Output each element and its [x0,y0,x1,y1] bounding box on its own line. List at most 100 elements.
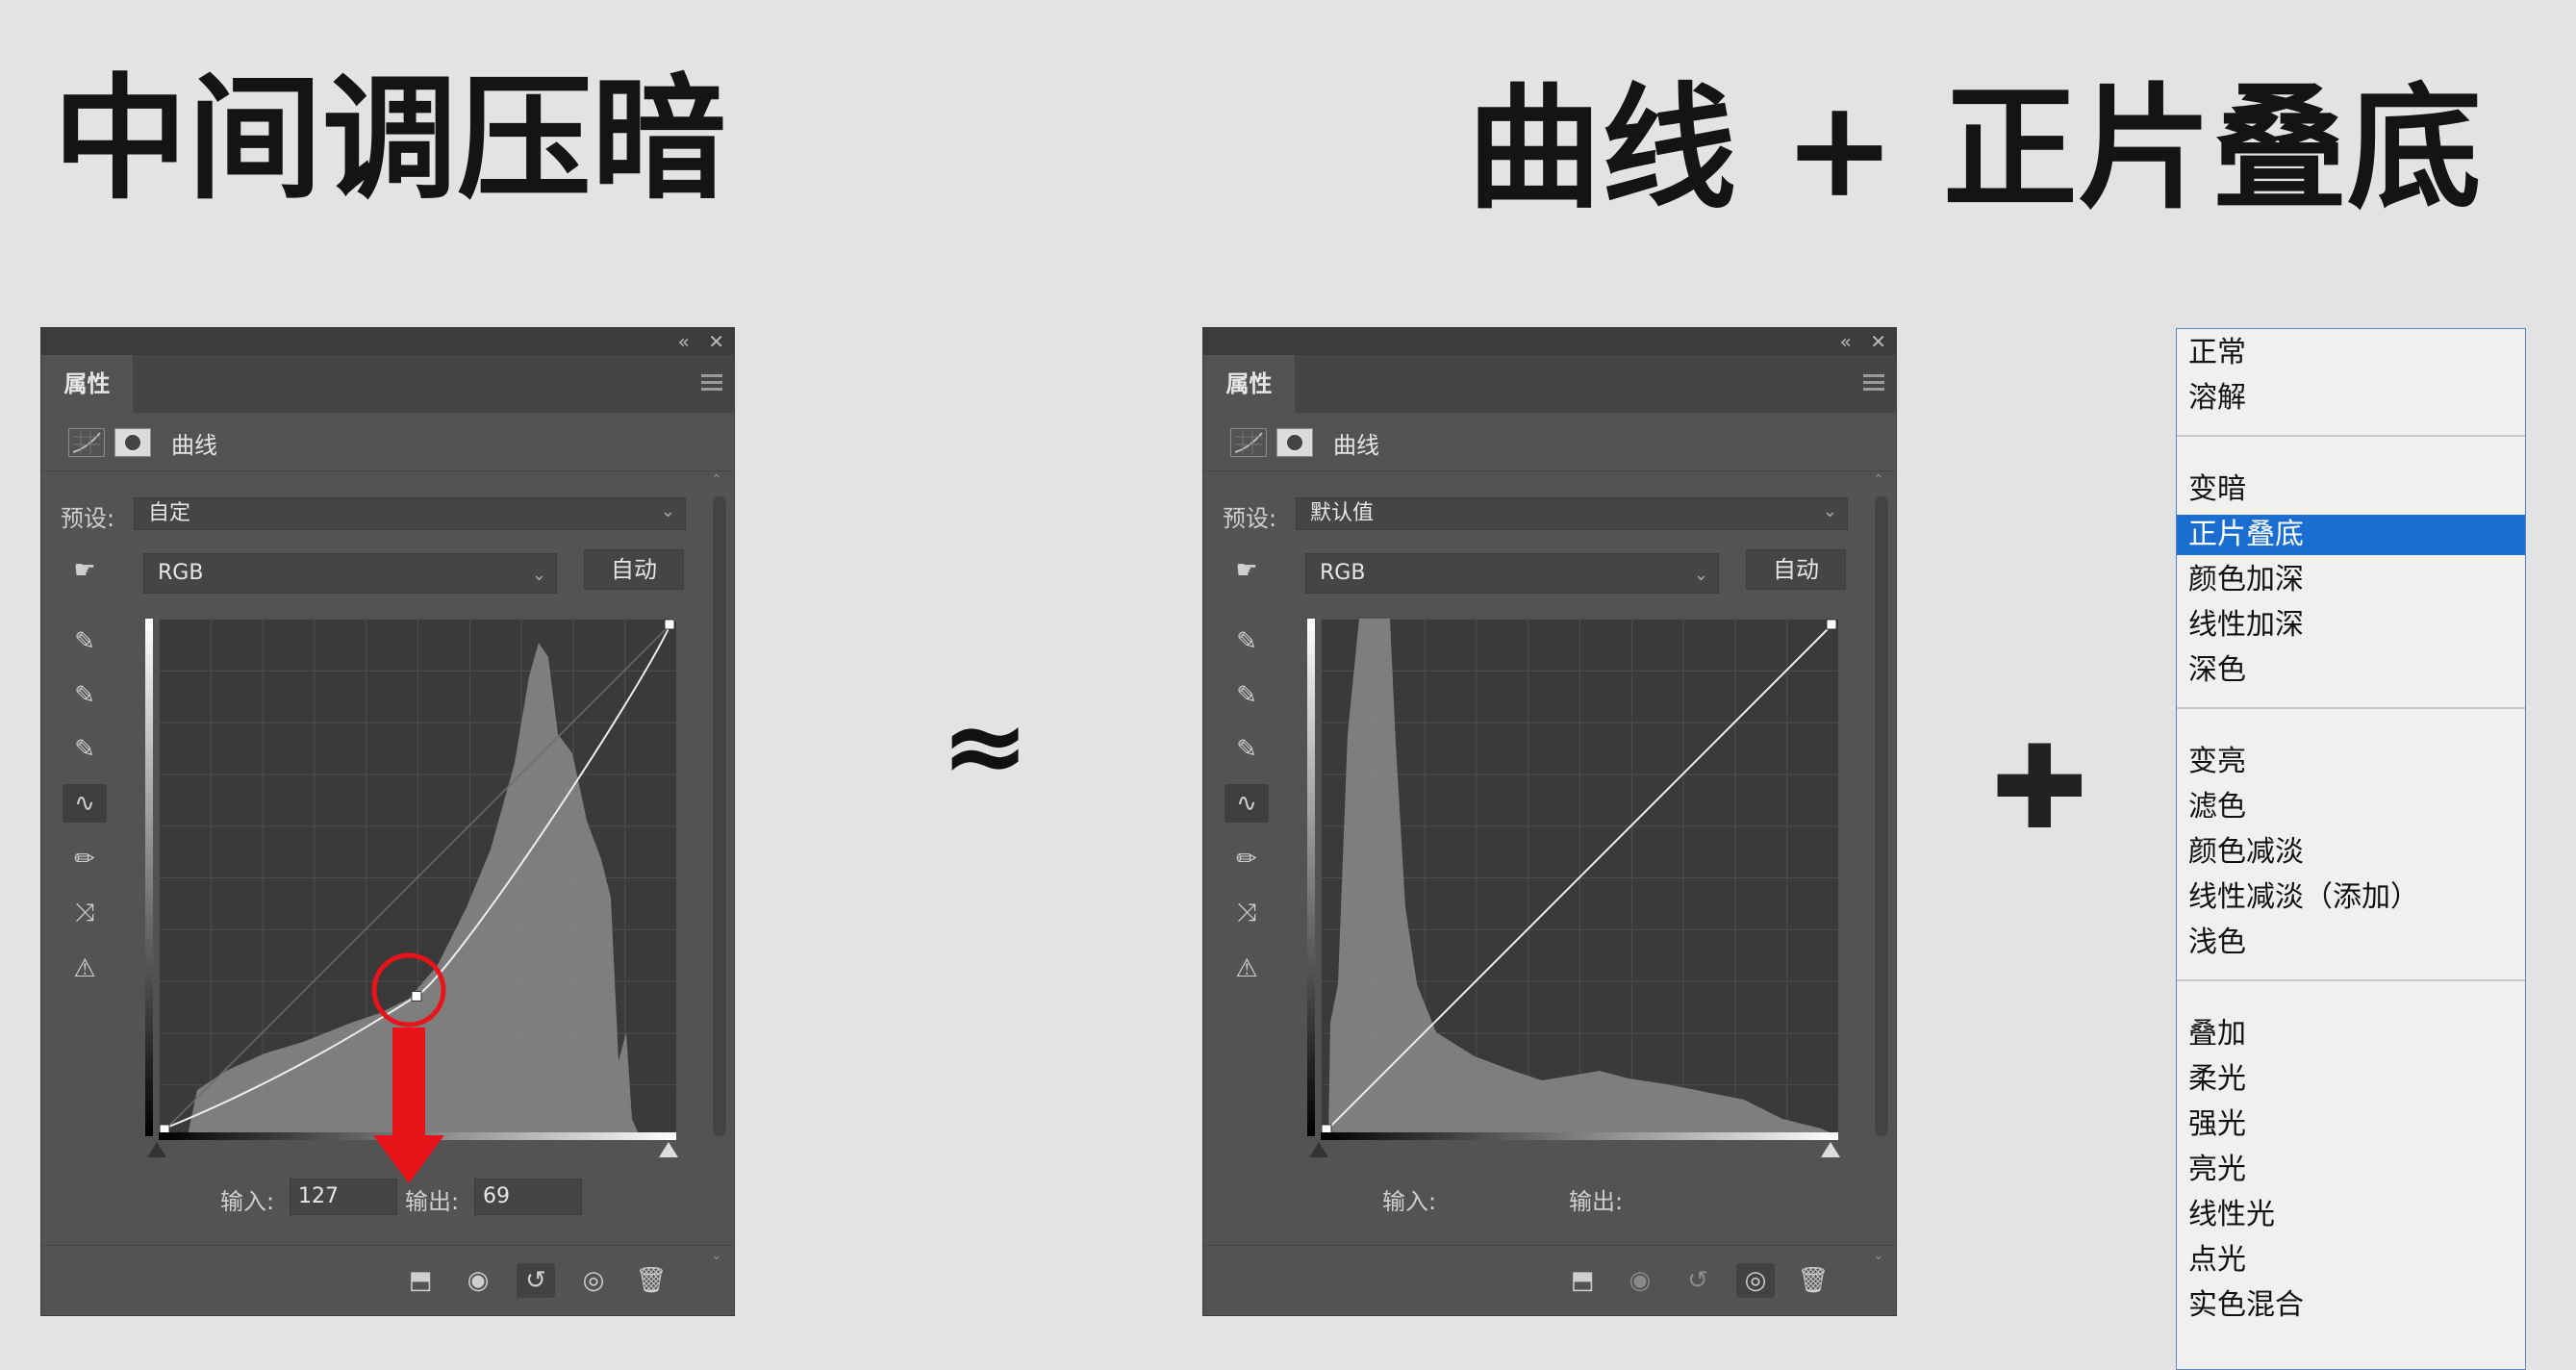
view-previous-icon[interactable]: ◉ [467,1266,490,1295]
delete-icon[interactable]: 🗑 [1797,1266,1830,1295]
scroll-down-icon[interactable]: ⌄ [1873,1248,1884,1263]
blend-mode-item[interactable]: 变亮 [2188,745,2246,778]
panel-menu-icon[interactable] [701,374,722,392]
scroll-track[interactable] [1875,496,1888,1136]
curves-graph[interactable] [1321,619,1838,1136]
curve-points-icon[interactable]: ∿ [63,784,107,823]
scroll-up-icon[interactable]: ⌃ [711,472,722,488]
view-previous-icon[interactable]: ◉ [1629,1266,1652,1295]
close-icon[interactable]: ✕ [708,330,724,353]
blend-mode-item[interactable]: 正片叠底 [2177,515,2525,555]
eyedropper-black-icon[interactable]: ✎ [74,627,95,656]
smooth-icon[interactable]: ⤨ [1236,899,1257,927]
blend-mode-list[interactable]: 正常溶解变暗正片叠底颜色加深线性加深深色变亮滤色颜色减淡线性减淡（添加） 浅色叠加… [2176,328,2526,1370]
eyedropper-gray-icon[interactable]: ✎ [74,681,95,710]
scroll-up-icon[interactable]: ⌃ [1873,472,1884,488]
curve-point-highlight [371,952,446,1028]
eyedropper-white-icon[interactable]: ✎ [74,735,95,764]
curve-endpoint-white [664,619,675,630]
blend-mode-item[interactable]: 线性光 [2188,1198,2275,1231]
blend-mode-item[interactable]: 实色混合 [2188,1288,2304,1322]
channel-dropdown[interactable]: RGB ⌄ [1305,553,1719,594]
blend-mode-item[interactable]: 溶解 [2188,381,2246,415]
panel-scrollbar[interactable]: ⌃ ⌄ [709,472,730,1271]
input-gradient-bar [1321,1132,1838,1140]
clip-to-layer-icon[interactable]: ⬒ [1570,1266,1595,1295]
output-field[interactable]: 69 [474,1179,582,1215]
black-point-slider[interactable] [147,1142,166,1157]
clipping-warning-icon[interactable]: ⚠ [1235,954,1258,983]
target-adjust-icon[interactable]: ☛ [73,556,96,585]
baseline-diagonal [159,619,676,1136]
close-icon[interactable]: ✕ [1870,330,1886,353]
visibility-icon[interactable]: ◎ [582,1266,605,1295]
target-adjust-icon[interactable]: ☛ [1235,556,1258,585]
visibility-icon[interactable]: ◎ [1736,1263,1775,1298]
tab-properties[interactable]: 属性 [1203,355,1295,413]
reset-icon[interactable]: ↺ [1687,1266,1708,1295]
blend-mode-item[interactable]: 点光 [2188,1243,2246,1277]
blend-mode-item[interactable]: 深色 [2188,653,2246,687]
blend-mode-item[interactable]: 颜色加深 [2188,563,2304,596]
blend-mode-item[interactable]: 叠加 [2188,1017,2246,1051]
eyedropper-gray-icon[interactable]: ✎ [1236,681,1257,710]
reset-icon[interactable]: ↺ [517,1263,555,1298]
approx-symbol: ≈ [941,684,1030,807]
curves-adjustment-icon [68,428,105,457]
panel-titlebar: « ✕ [41,328,734,355]
input-field[interactable]: 127 [290,1179,397,1215]
blend-mode-item[interactable]: 滤色 [2188,790,2246,824]
smooth-icon[interactable]: ⤨ [74,899,95,927]
adjustment-type-label: 曲线 [1333,432,1379,459]
scroll-track[interactable] [713,496,726,1136]
delete-icon[interactable]: 🗑 [635,1266,668,1295]
panel-tab-row: 属性 [1203,355,1896,413]
panel-titlebar: « ✕ [1203,328,1896,355]
blend-mode-item[interactable]: 变暗 [2188,472,2246,506]
preset-dropdown[interactable]: 默认值 ⌄ [1296,497,1848,530]
panel-menu-icon[interactable] [1863,374,1884,392]
input-label: 输入: [220,1188,275,1215]
panel-tab-row: 属性 [41,355,734,413]
clip-to-layer-icon[interactable]: ⬒ [408,1266,433,1295]
blend-mode-item[interactable]: 正常 [2188,336,2246,369]
white-point-slider[interactable] [1821,1142,1840,1157]
adjustment-type-row: 曲线 [1203,413,1896,471]
output-label: 输出: [1569,1188,1624,1215]
collapse-icon[interactable]: « [677,330,690,353]
auto-button[interactable]: 自动 [584,549,684,590]
blend-mode-item[interactable]: 颜色减淡 [2188,835,2304,869]
panel-scrollbar[interactable]: ⌃ ⌄ [1871,472,1892,1271]
preset-value: 默认值 [1310,501,1375,525]
blend-mode-item[interactable]: 线性减淡（添加） [2188,880,2419,914]
eyedropper-black-icon[interactable]: ✎ [1236,627,1257,656]
scroll-down-icon[interactable]: ⌄ [711,1248,722,1263]
tab-properties[interactable]: 属性 [41,355,133,413]
collapse-icon[interactable]: « [1839,330,1852,353]
blend-mode-item[interactable]: 亮光 [2188,1153,2246,1186]
chevron-down-icon: ⌄ [531,565,546,585]
pencil-icon[interactable]: ✏ [1236,845,1257,874]
curve-points-icon[interactable]: ∿ [1225,784,1269,823]
blend-mode-item[interactable]: 柔光 [2188,1062,2246,1096]
preset-dropdown[interactable]: 自定 ⌄ [134,497,686,530]
blend-mode-item[interactable]: 线性加深 [2188,608,2304,642]
layer-mask-icon[interactable] [114,428,151,457]
clipping-warning-icon[interactable]: ⚠ [73,954,96,983]
layer-mask-icon[interactable] [1276,428,1313,457]
down-arrow-shaft [392,1028,425,1135]
eyedropper-white-icon[interactable]: ✎ [1236,735,1257,764]
pencil-icon[interactable]: ✏ [74,845,95,874]
channel-dropdown[interactable]: RGB ⌄ [143,553,557,594]
preset-label: 预设: [61,505,115,532]
output-gradient-bar [145,619,153,1136]
curves-graph-svg [1321,619,1838,1136]
blend-mode-item[interactable]: 浅色 [2188,926,2246,959]
white-point-slider[interactable] [659,1142,678,1157]
black-point-slider[interactable] [1309,1142,1328,1157]
adjustment-type-label: 曲线 [171,432,217,459]
auto-button[interactable]: 自动 [1746,549,1846,590]
blend-group-divider [2177,979,2525,981]
blend-mode-item[interactable]: 强光 [2188,1107,2246,1141]
curve-line [1326,623,1833,1131]
